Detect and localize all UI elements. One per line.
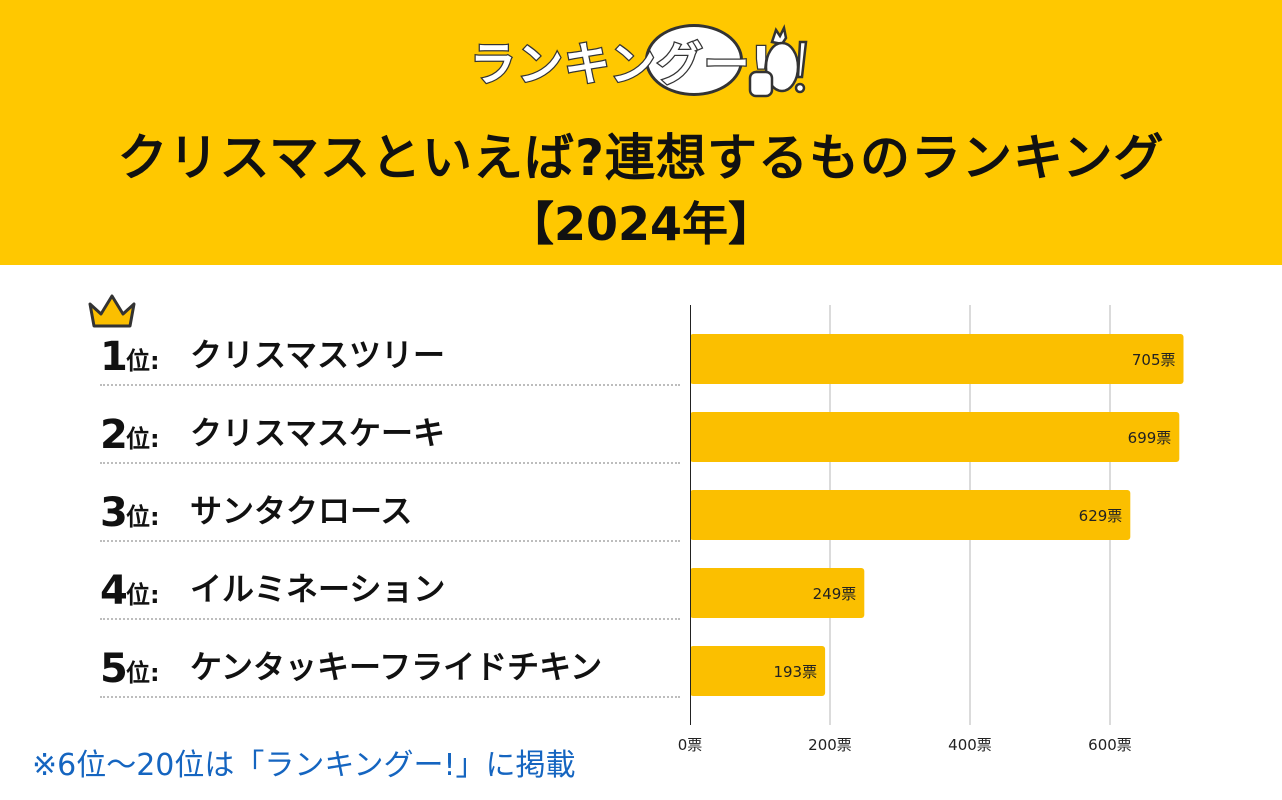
ranking-row-5: 5 位: ケンタッキーフライドチキン xyxy=(100,636,680,698)
ranking-row-3: 3 位: サンタクロース xyxy=(100,480,680,542)
x-tick-label-600: 600票 xyxy=(1088,736,1132,754)
page-title: クリスマスといえば?連想するものランキング xyxy=(117,129,1165,187)
x-tick-label-0: 0票 xyxy=(677,736,703,754)
ranking-goo-logo[interactable]: ランキングー! xyxy=(469,22,810,102)
rank-suffix: 位: xyxy=(126,347,160,375)
footnote-link[interactable]: ※6位〜20位は「ランキングー!」に掲載 xyxy=(32,748,576,783)
header-banner: ランキングー! クリスマスといえば?連想するものランキング 【2024年】 xyxy=(0,0,1282,265)
chicken-thumbs-up-icon xyxy=(748,24,808,98)
rank-label: ケンタッキーフライドチキン xyxy=(190,648,603,686)
logo-text: ランキングー! xyxy=(469,36,773,93)
bar-value-label-3: 629票 xyxy=(1079,507,1123,525)
rank-label: イルミネーション xyxy=(190,570,446,608)
rank-number: 3 xyxy=(100,490,128,536)
bar-5 xyxy=(690,646,826,696)
x-tick-label-400: 400票 xyxy=(948,736,992,754)
rank-number: 1 xyxy=(100,334,128,380)
bar-value-label-5: 193票 xyxy=(773,663,817,681)
ranking-row-4: 4 位: イルミネーション xyxy=(100,558,680,620)
bar-value-label-4: 249票 xyxy=(813,585,857,603)
rank-number: 5 xyxy=(100,646,128,692)
bar-chart-svg: 705票 699票 629票 249票 193票 xyxy=(690,305,1184,725)
rank-suffix: 位: xyxy=(126,425,160,453)
x-tick-label-200: 200票 xyxy=(808,736,852,754)
bar-chart: 705票 699票 629票 249票 193票 xyxy=(690,305,1210,725)
ranking-row-1: 1 位: クリスマスツリー xyxy=(100,324,680,386)
rank-label: サンタクロース xyxy=(190,492,413,530)
bar-value-label-2: 699票 xyxy=(1128,429,1172,447)
page-subtitle: 【2024年】 xyxy=(507,197,775,251)
bar-4 xyxy=(690,568,865,618)
rank-label: クリスマスツリー xyxy=(190,336,446,374)
speech-bubble-icon xyxy=(645,24,743,96)
bar-1 xyxy=(690,334,1184,384)
rank-suffix: 位: xyxy=(126,503,160,531)
crown-icon xyxy=(88,294,136,328)
bar-2 xyxy=(690,412,1180,462)
bar-value-label-1: 705票 xyxy=(1132,351,1176,369)
ranking-row-2: 2 位: クリスマスケーキ xyxy=(100,402,680,464)
rank-number: 2 xyxy=(100,412,128,458)
rank-label: クリスマスケーキ xyxy=(190,414,446,452)
bar-3 xyxy=(690,490,1131,540)
rank-suffix: 位: xyxy=(126,659,160,687)
rank-number: 4 xyxy=(100,568,128,614)
rank-suffix: 位: xyxy=(126,581,160,609)
